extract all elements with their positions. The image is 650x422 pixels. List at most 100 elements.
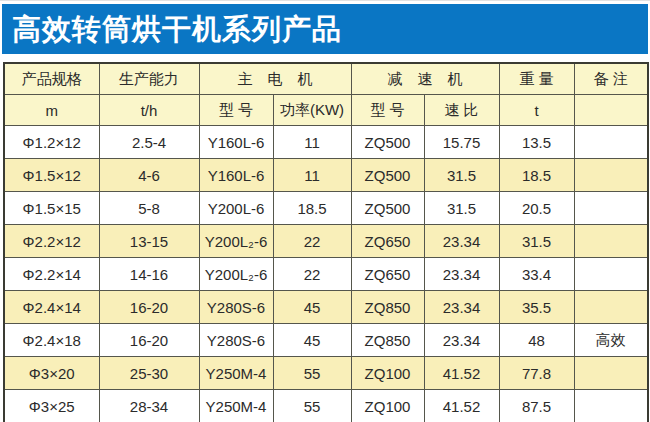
cell-motor-model: Y250M-4	[199, 357, 273, 390]
cell-weight: 18.5	[499, 159, 574, 192]
cell-reducer-model: ZQ100	[351, 357, 424, 390]
table-row: Φ3×2025-30Y250M-455ZQ10041.5277.8	[4, 357, 648, 390]
table-header: 产品规格 生产能力 主 电 机 减 速 机 重 量 备 注 m t/h 型 号 …	[4, 63, 648, 126]
cell-weight: 31.5	[499, 225, 574, 258]
header-spec-unit: m	[4, 95, 99, 126]
product-spec-table: 产品规格 生产能力 主 电 机 减 速 机 重 量 备 注 m t/h 型 号 …	[3, 62, 649, 422]
cell-spec: Φ1.5×15	[4, 192, 99, 225]
header-capacity: 生产能力	[99, 63, 199, 95]
cell-weight: 20.5	[499, 192, 574, 225]
cell-weight: 35.5	[499, 291, 574, 324]
header-speed-ratio: 速 比	[424, 95, 499, 126]
cell-reducer-model: ZQ650	[351, 258, 424, 291]
title-bar: 高效转筒烘干机系列产品	[2, 4, 648, 54]
table-row: Φ2.4×1816-20Y280S-645ZQ85023.3448高效	[4, 324, 648, 357]
cell-spec: Φ1.5×12	[4, 159, 99, 192]
header-remark: 备 注	[574, 63, 648, 95]
table-row: Φ1.2×122.5-4Y160L-611ZQ50015.7513.5	[4, 126, 648, 159]
table-row: Φ2.2×1213-15Y200L₂-622ZQ65023.3431.5	[4, 225, 648, 258]
cell-capacity: 13-15	[99, 225, 199, 258]
page-title: 高效转筒烘干机系列产品	[12, 13, 342, 45]
cell-motor-model: Y280S-6	[199, 324, 273, 357]
cell-speed-ratio: 41.52	[424, 390, 499, 422]
cell-spec: Φ3×25	[4, 390, 99, 422]
cell-spec: Φ1.2×12	[4, 126, 99, 159]
cell-spec: Φ2.2×14	[4, 258, 99, 291]
cell-speed-ratio: 23.34	[424, 324, 499, 357]
cell-capacity: 25-30	[99, 357, 199, 390]
table-row: Φ1.5×124-6Y160L-611ZQ50031.518.5	[4, 159, 648, 192]
cell-capacity: 14-16	[99, 258, 199, 291]
table-body: Φ1.2×122.5-4Y160L-611ZQ50015.7513.5 Φ1.5…	[4, 126, 648, 422]
cell-spec: Φ2.2×12	[4, 225, 99, 258]
table-row: Φ1.5×155-8Y200L-618.5ZQ50031.520.5	[4, 192, 648, 225]
header-reducer: 减 速 机	[351, 63, 499, 95]
cell-motor-power: 18.5	[273, 192, 351, 225]
cell-capacity: 28-34	[99, 390, 199, 422]
header-reducer-model: 型 号	[351, 95, 424, 126]
cell-weight: 77.8	[499, 357, 574, 390]
cell-remark	[574, 159, 648, 192]
header-motor-power: 功率(KW)	[273, 95, 351, 126]
cell-speed-ratio: 41.52	[424, 357, 499, 390]
cell-remark	[574, 390, 648, 422]
cell-motor-model: Y200L₂-6	[199, 258, 273, 291]
cell-remark	[574, 225, 648, 258]
cell-motor-power: 45	[273, 291, 351, 324]
cell-motor-power: 55	[273, 357, 351, 390]
cell-reducer-model: ZQ650	[351, 225, 424, 258]
header-main-motor: 主 电 机	[199, 63, 351, 95]
cell-speed-ratio: 23.34	[424, 225, 499, 258]
cell-motor-power: 22	[273, 258, 351, 291]
cell-remark: 高效	[574, 324, 648, 357]
cell-motor-power: 11	[273, 159, 351, 192]
table-row: Φ3×2528-34Y250M-455ZQ10041.5287.5	[4, 390, 648, 422]
cell-reducer-model: ZQ850	[351, 291, 424, 324]
cell-remark	[574, 192, 648, 225]
header-row-groups: 产品规格 生产能力 主 电 机 减 速 机 重 量 备 注	[4, 63, 648, 95]
cell-capacity: 4-6	[99, 159, 199, 192]
cell-capacity: 16-20	[99, 324, 199, 357]
cell-motor-power: 11	[273, 126, 351, 159]
cell-weight: 33.4	[499, 258, 574, 291]
cell-spec: Φ2.4×14	[4, 291, 99, 324]
cell-motor-model: Y200L₂-6	[199, 225, 273, 258]
header-motor-model: 型 号	[199, 95, 273, 126]
cell-speed-ratio: 31.5	[424, 159, 499, 192]
header-spec: 产品规格	[4, 63, 99, 95]
cell-reducer-model: ZQ850	[351, 324, 424, 357]
header-remark-unit	[574, 95, 648, 126]
cell-weight: 48	[499, 324, 574, 357]
header-row-units: m t/h 型 号 功率(KW) 型 号 速 比 t	[4, 95, 648, 126]
cell-motor-model: Y200L-6	[199, 192, 273, 225]
cell-reducer-model: ZQ500	[351, 126, 424, 159]
header-capacity-unit: t/h	[99, 95, 199, 126]
cell-remark	[574, 258, 648, 291]
cell-motor-power: 45	[273, 324, 351, 357]
cell-speed-ratio: 23.34	[424, 258, 499, 291]
cell-capacity: 2.5-4	[99, 126, 199, 159]
cell-capacity: 16-20	[99, 291, 199, 324]
cell-spec: Φ3×20	[4, 357, 99, 390]
cell-capacity: 5-8	[99, 192, 199, 225]
cell-remark	[574, 291, 648, 324]
header-weight: 重 量	[499, 63, 574, 95]
cell-motor-model: Y160L-6	[199, 159, 273, 192]
cell-speed-ratio: 31.5	[424, 192, 499, 225]
cell-reducer-model: ZQ500	[351, 159, 424, 192]
cell-speed-ratio: 23.34	[424, 291, 499, 324]
cell-spec: Φ2.4×18	[4, 324, 99, 357]
cell-reducer-model: ZQ100	[351, 390, 424, 422]
cell-speed-ratio: 15.75	[424, 126, 499, 159]
table-row: Φ2.4×1416-20Y280S-645ZQ85023.3435.5	[4, 291, 648, 324]
cell-motor-power: 22	[273, 225, 351, 258]
cell-weight: 87.5	[499, 390, 574, 422]
cell-motor-model: Y250M-4	[199, 390, 273, 422]
cell-motor-model: Y160L-6	[199, 126, 273, 159]
header-weight-unit: t	[499, 95, 574, 126]
cell-weight: 13.5	[499, 126, 574, 159]
table-row: Φ2.2×1414-16Y200L₂-622ZQ65023.3433.4	[4, 258, 648, 291]
cell-remark	[574, 357, 648, 390]
cell-reducer-model: ZQ500	[351, 192, 424, 225]
cell-remark	[574, 126, 648, 159]
